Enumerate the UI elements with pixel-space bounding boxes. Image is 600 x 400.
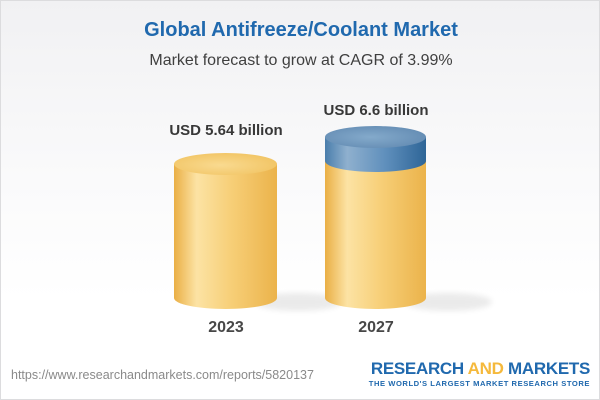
logo-tagline: THE WORLD'S LARGEST MARKET RESEARCH STOR… [368,379,590,388]
logo-word-research: RESEARCH [370,359,468,378]
logo-word-and: AND [467,359,504,378]
bar-2023-value-label: USD 5.64 billion [169,122,283,139]
bar-2027-cylinder [325,126,492,311]
bar-2023-top [174,153,277,175]
logo-wordmark: RESEARCH AND MARKETS [369,360,590,377]
chart-subtitle: Market forecast to grow at CAGR of 3.99% [149,52,453,69]
bar-2027-body [325,161,426,309]
bar-2023-cylinder [174,153,342,311]
report-url: https://www.researchandmarkets.com/repor… [11,368,314,382]
research-and-markets-logo: RESEARCH AND MARKETS THE WORLD'S LARGEST… [368,360,591,388]
bar-2023-category-label: 2023 [208,319,244,336]
page-title: Global Antifreeze/Coolant Market [144,19,458,41]
logo-word-markets: MARKETS [503,359,590,378]
bar-2023-body [174,164,277,309]
bar-2027-category-label: 2027 [358,319,394,336]
bar-2027-top [325,126,426,148]
bar-2027-value-label: USD 6.6 billion [323,102,429,119]
